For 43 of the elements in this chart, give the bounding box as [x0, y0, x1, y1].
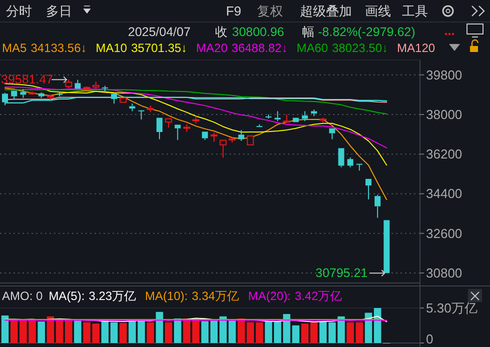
text: 多日 [46, 4, 72, 18]
candlestick [129, 103, 136, 112]
series-label: MA(20): [248, 289, 291, 303]
text: 36488.82↓ [232, 41, 288, 55]
candlestick [20, 88, 26, 98]
text: -8.82%(-2979.62) [318, 25, 416, 39]
y-tick-label: 5.30万亿 [426, 300, 478, 316]
text: 超级叠加 [300, 4, 352, 18]
text: MA60 [296, 41, 328, 55]
y-tick-label: 0 [426, 332, 434, 346]
text: 幅 [302, 25, 315, 39]
text: 3.23万亿 [88, 289, 136, 303]
text: 30800.96 [232, 25, 284, 39]
y-tick-label: 39800 [426, 67, 462, 82]
text: AMO: 0 [2, 289, 43, 303]
candlestick [374, 194, 381, 218]
text: 3.34万亿 [192, 289, 240, 303]
text: MA5 [2, 41, 27, 55]
text: 34133.56↓ [30, 41, 87, 55]
text: 3.42万亿 [294, 289, 342, 303]
text: 画线 [365, 4, 391, 18]
line-series [4, 88, 388, 200]
y-tick-label: 34400 [426, 186, 462, 202]
text: 38023.50↓ [332, 41, 388, 55]
y-tick-label: 36200 [426, 146, 462, 162]
text: 复权 [257, 4, 283, 18]
text: 35701.35↓ [131, 41, 188, 55]
series-label: MA(5): [48, 289, 85, 303]
series-label: MA(10): [145, 289, 188, 303]
y-tick-label: 32600 [426, 226, 462, 241]
text: 收 [215, 25, 228, 39]
text: 分时 [6, 4, 32, 18]
text: 工具 [402, 4, 428, 18]
line-series [4, 83, 388, 166]
y-tick-label: 30800 [426, 266, 462, 281]
y-tick-label: 38000 [426, 106, 462, 122]
text: MA10 [96, 41, 128, 55]
annotation: 39581.47 [1, 72, 54, 87]
text: MA120 [397, 41, 436, 55]
text: F9 [226, 4, 242, 18]
annotation: 30795.21 [316, 266, 368, 280]
text: 2025/04/07 [128, 25, 191, 39]
text: MA20 [196, 41, 228, 55]
